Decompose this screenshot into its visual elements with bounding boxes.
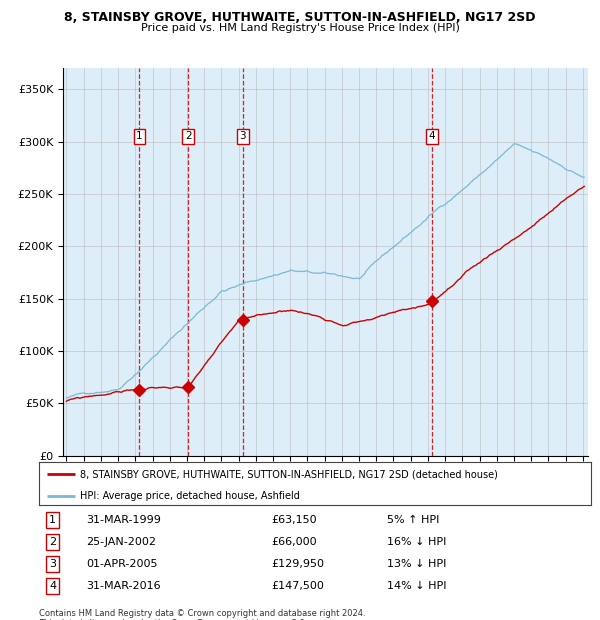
- Text: 1: 1: [136, 131, 143, 141]
- Text: £66,000: £66,000: [271, 537, 316, 547]
- Text: 13% ↓ HPI: 13% ↓ HPI: [387, 559, 446, 569]
- Text: 8, STAINSBY GROVE, HUTHWAITE, SUTTON-IN-ASHFIELD, NG17 2SD: 8, STAINSBY GROVE, HUTHWAITE, SUTTON-IN-…: [64, 11, 536, 24]
- Text: 3: 3: [239, 131, 246, 141]
- Text: Contains HM Land Registry data © Crown copyright and database right 2024.
This d: Contains HM Land Registry data © Crown c…: [39, 609, 365, 620]
- Text: 31-MAR-1999: 31-MAR-1999: [86, 515, 161, 525]
- Text: £63,150: £63,150: [271, 515, 316, 525]
- Text: 31-MAR-2016: 31-MAR-2016: [86, 581, 161, 591]
- Text: 14% ↓ HPI: 14% ↓ HPI: [387, 581, 446, 591]
- Text: 8, STAINSBY GROVE, HUTHWAITE, SUTTON-IN-ASHFIELD, NG17 2SD (detached house): 8, STAINSBY GROVE, HUTHWAITE, SUTTON-IN-…: [80, 469, 498, 479]
- Text: £129,950: £129,950: [271, 559, 324, 569]
- Text: HPI: Average price, detached house, Ashfield: HPI: Average price, detached house, Ashf…: [80, 491, 300, 501]
- Text: 2: 2: [49, 537, 56, 547]
- Text: 2: 2: [185, 131, 191, 141]
- Text: Price paid vs. HM Land Registry's House Price Index (HPI): Price paid vs. HM Land Registry's House …: [140, 23, 460, 33]
- Text: 01-APR-2005: 01-APR-2005: [86, 559, 157, 569]
- Text: 25-JAN-2002: 25-JAN-2002: [86, 537, 156, 547]
- Text: 4: 4: [429, 131, 436, 141]
- Text: 16% ↓ HPI: 16% ↓ HPI: [387, 537, 446, 547]
- Text: 5% ↑ HPI: 5% ↑ HPI: [387, 515, 439, 525]
- Text: 3: 3: [49, 559, 56, 569]
- Text: 4: 4: [49, 581, 56, 591]
- Text: 1: 1: [49, 515, 56, 525]
- Text: £147,500: £147,500: [271, 581, 324, 591]
